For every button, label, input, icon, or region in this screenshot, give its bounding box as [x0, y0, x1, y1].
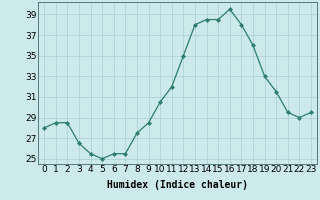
X-axis label: Humidex (Indice chaleur): Humidex (Indice chaleur) — [107, 180, 248, 190]
